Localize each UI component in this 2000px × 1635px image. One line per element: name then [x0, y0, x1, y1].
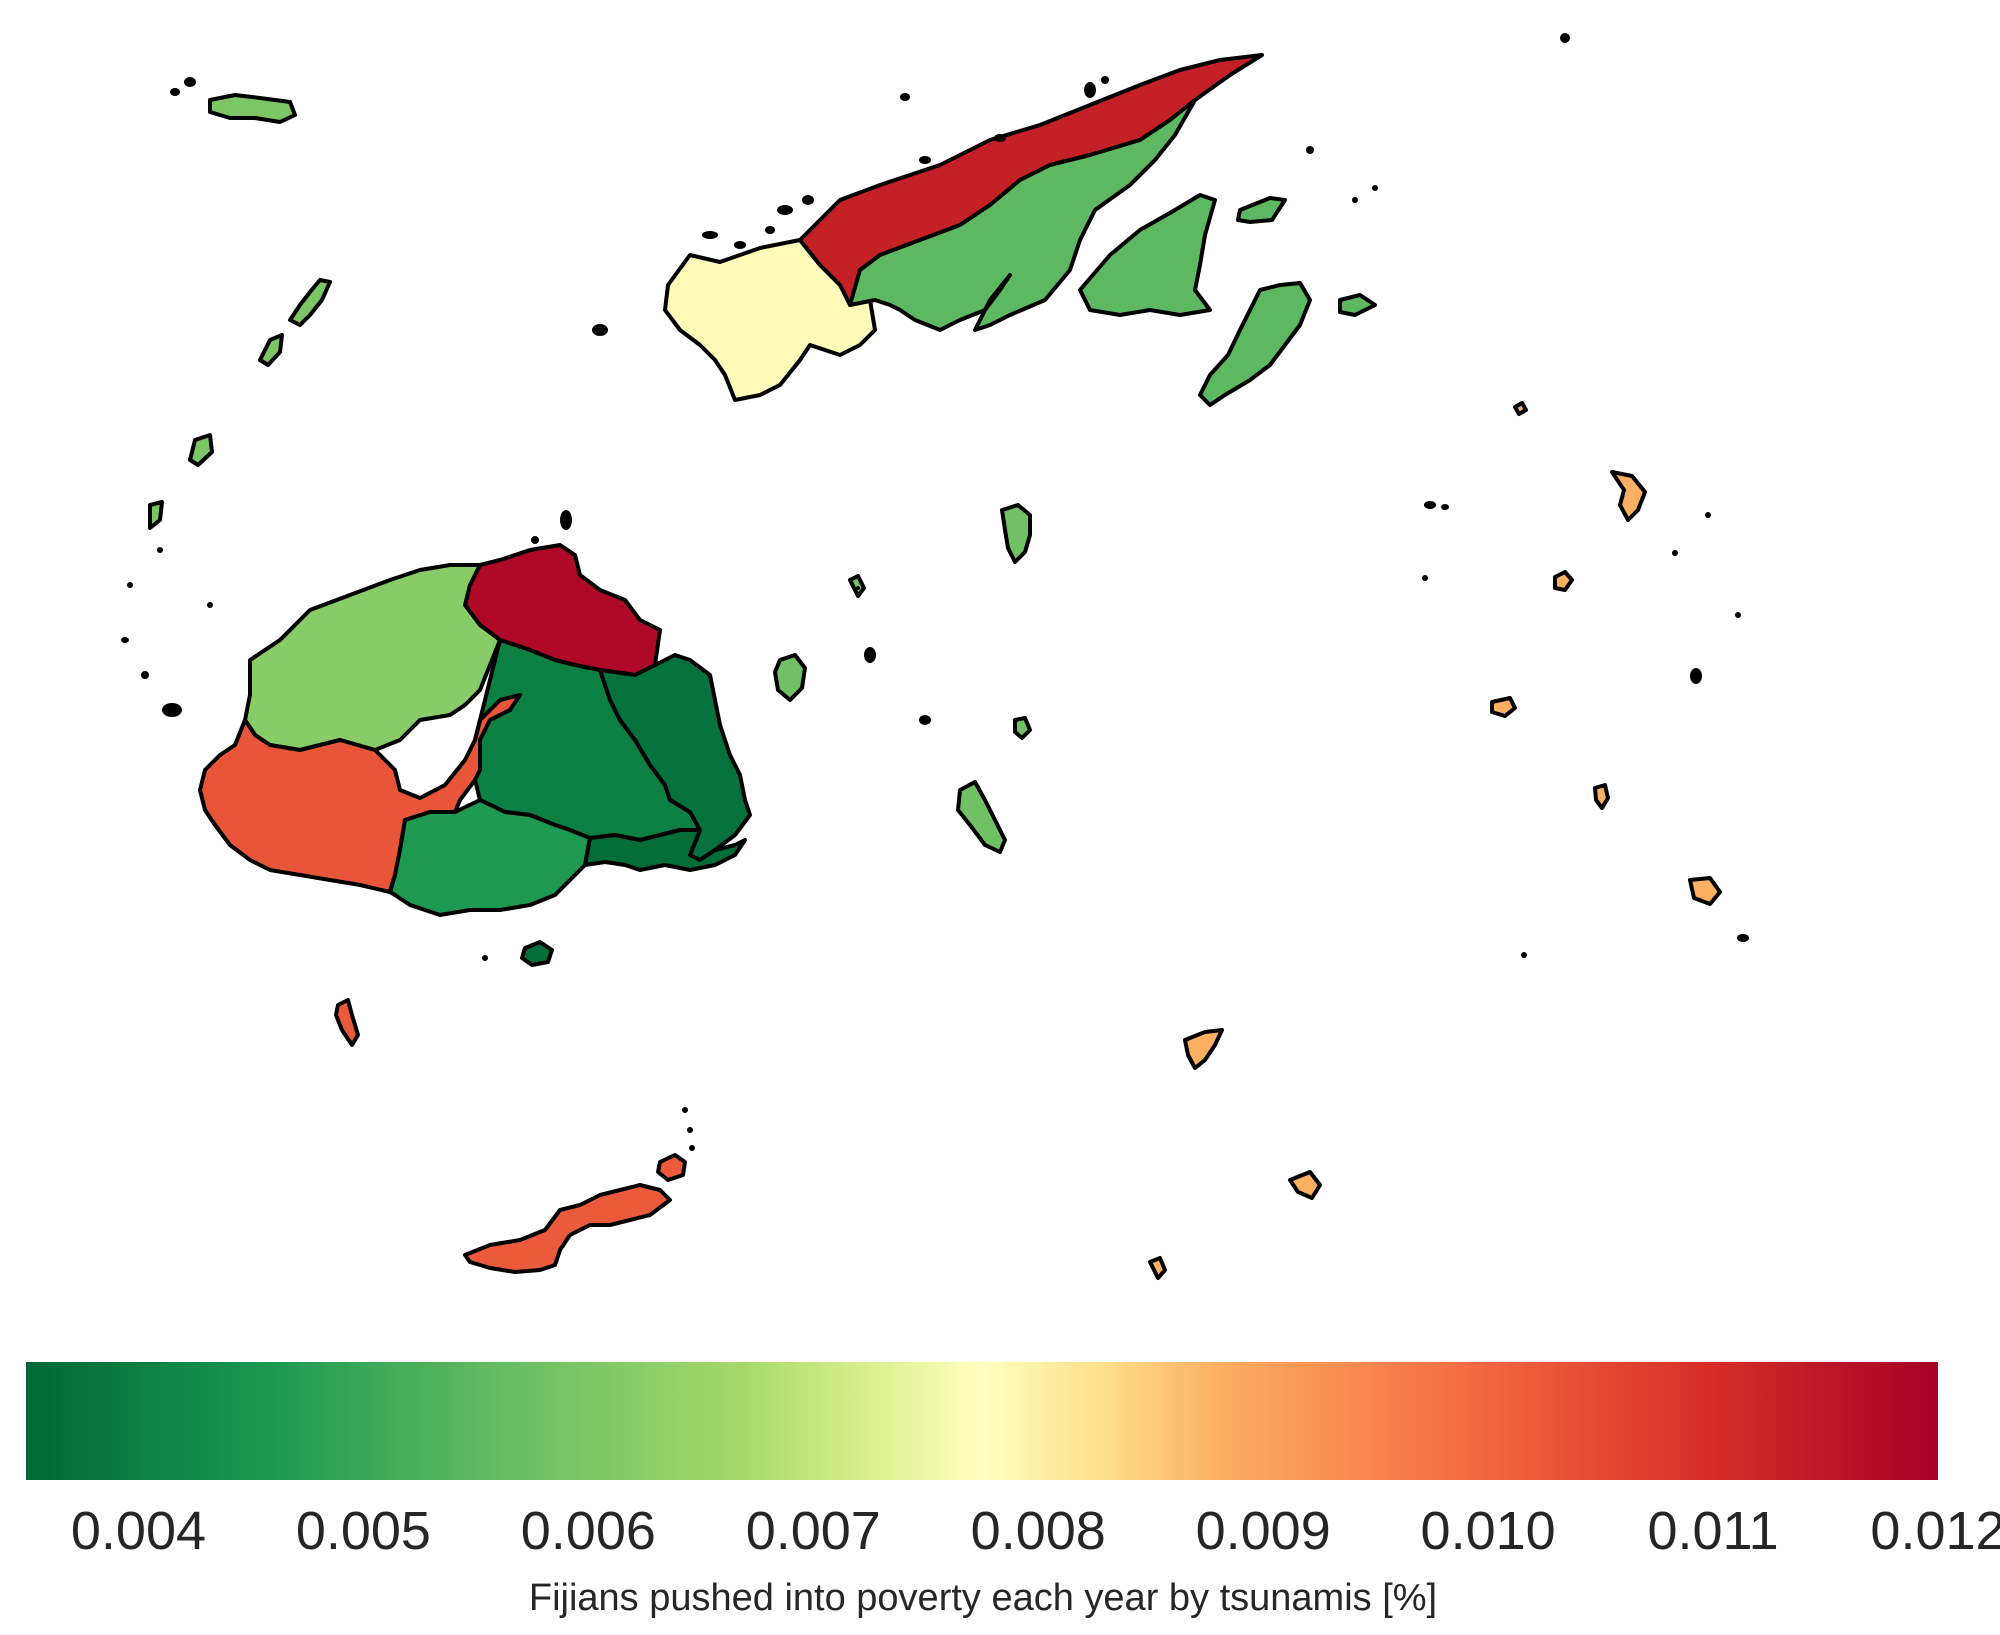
- region-yasawa: [148, 500, 164, 530]
- region-lomaiviti: [956, 780, 1007, 854]
- region-vanua-levu-south: [1236, 196, 1287, 224]
- region-kadavu: [463, 1183, 672, 1274]
- colorbar-tick-label: 0.004: [70, 1501, 207, 1561]
- region-viti-levu-east: [598, 653, 752, 862]
- region-lau: [1593, 783, 1610, 810]
- colorbar-label: Fijians pushed into poverty each year by…: [528, 1577, 1438, 1619]
- colorbar-tick-label: 0.006: [520, 1501, 656, 1561]
- fiji-map: [121, 33, 1749, 1280]
- region-lau: [1513, 401, 1528, 416]
- region-lau: [1688, 876, 1722, 906]
- region-vanua-levu-south: [848, 98, 1197, 332]
- colorbar: [26, 1362, 1938, 1480]
- region-viti-levu-northwest: [243, 563, 502, 752]
- region-lau: [1183, 1028, 1224, 1070]
- colorbar-tick-label: 0.008: [970, 1501, 1106, 1561]
- colorbar-gradient: [26, 1362, 1938, 1480]
- region-vanua-levu-south: [1338, 293, 1377, 317]
- region-lau: [1490, 696, 1517, 718]
- region-lau: [1610, 470, 1647, 522]
- region-yasawa: [188, 433, 214, 467]
- region-yasawa: [258, 333, 284, 367]
- region-viti-levu-southeast: [520, 940, 554, 967]
- region-lau: [1148, 1256, 1167, 1280]
- region-lomaiviti: [848, 574, 866, 598]
- colorbar-tick-label: 0.009: [1195, 1501, 1331, 1561]
- region-viti-levu-south: [388, 798, 592, 917]
- colorbar-tick-label: 0.012: [1870, 1501, 2000, 1561]
- region-lomaiviti: [1013, 716, 1032, 740]
- region-kadavu: [656, 1153, 687, 1182]
- colorbar-tick-label: 0.007: [745, 1501, 881, 1561]
- region-yasawa: [208, 93, 297, 124]
- region-yasawa: [288, 278, 332, 327]
- colorbar-tick-label: 0.005: [295, 1501, 431, 1561]
- region-lau: [1553, 570, 1574, 592]
- region-lomaiviti: [1000, 503, 1032, 564]
- region-lomaiviti: [773, 653, 807, 702]
- region-lau: [1288, 1170, 1322, 1200]
- region-viti-levu-west: [198, 693, 522, 894]
- region-vanua-levu-south: [1198, 281, 1312, 407]
- colorbar-tick-label: 0.010: [1420, 1501, 1556, 1561]
- region-viti-levu-southeast: [583, 828, 747, 872]
- region-vanua-levu-south: [1078, 193, 1217, 317]
- colorbar-tick-label: 0.011: [1647, 1501, 1779, 1561]
- region-kadavu: [334, 998, 360, 1047]
